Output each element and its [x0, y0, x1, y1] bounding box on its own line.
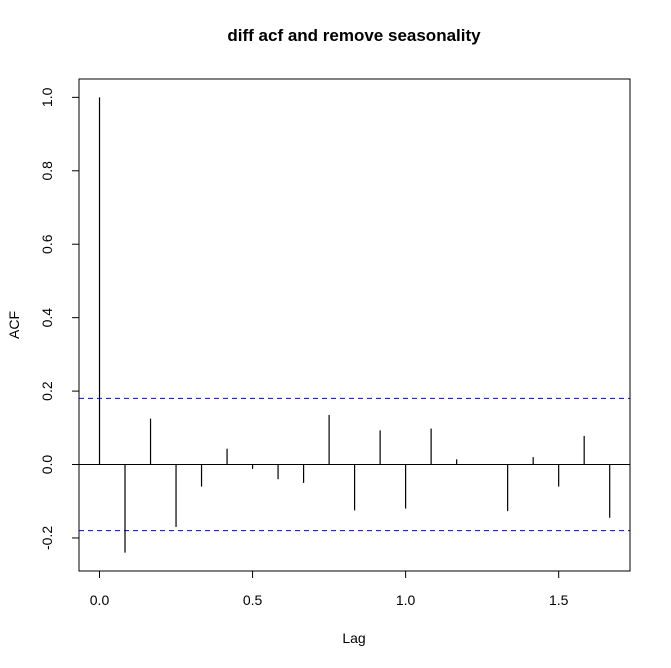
y-tick-label: 0.6 [39, 234, 55, 254]
chart-title: diff acf and remove seasonality [227, 26, 481, 45]
y-tick-label: -0.2 [39, 526, 55, 550]
x-tick-label: 1.5 [549, 592, 569, 608]
plot-frame [78, 78, 631, 572]
y-tick-label: 0.8 [39, 161, 55, 181]
x-tick-label: 1.0 [396, 592, 416, 608]
axes: 0.0 0.5 1.0 1.5 -0.2 0.0 0.2 0.4 0.6 0.8 1.0 [39, 78, 631, 608]
x-tick-label: 0.5 [243, 592, 263, 608]
x-axis-label: Lag [342, 630, 365, 646]
plot-area [79, 97, 630, 553]
y-tick-label: 0.0 [39, 455, 55, 475]
y-axis-label: ACF [6, 311, 22, 339]
y-tick-label: 0.2 [39, 381, 55, 401]
y-tick-label: 0.4 [39, 308, 55, 328]
x-tick-label: 0.0 [90, 592, 110, 608]
y-tick-label: 1.0 [39, 87, 55, 107]
